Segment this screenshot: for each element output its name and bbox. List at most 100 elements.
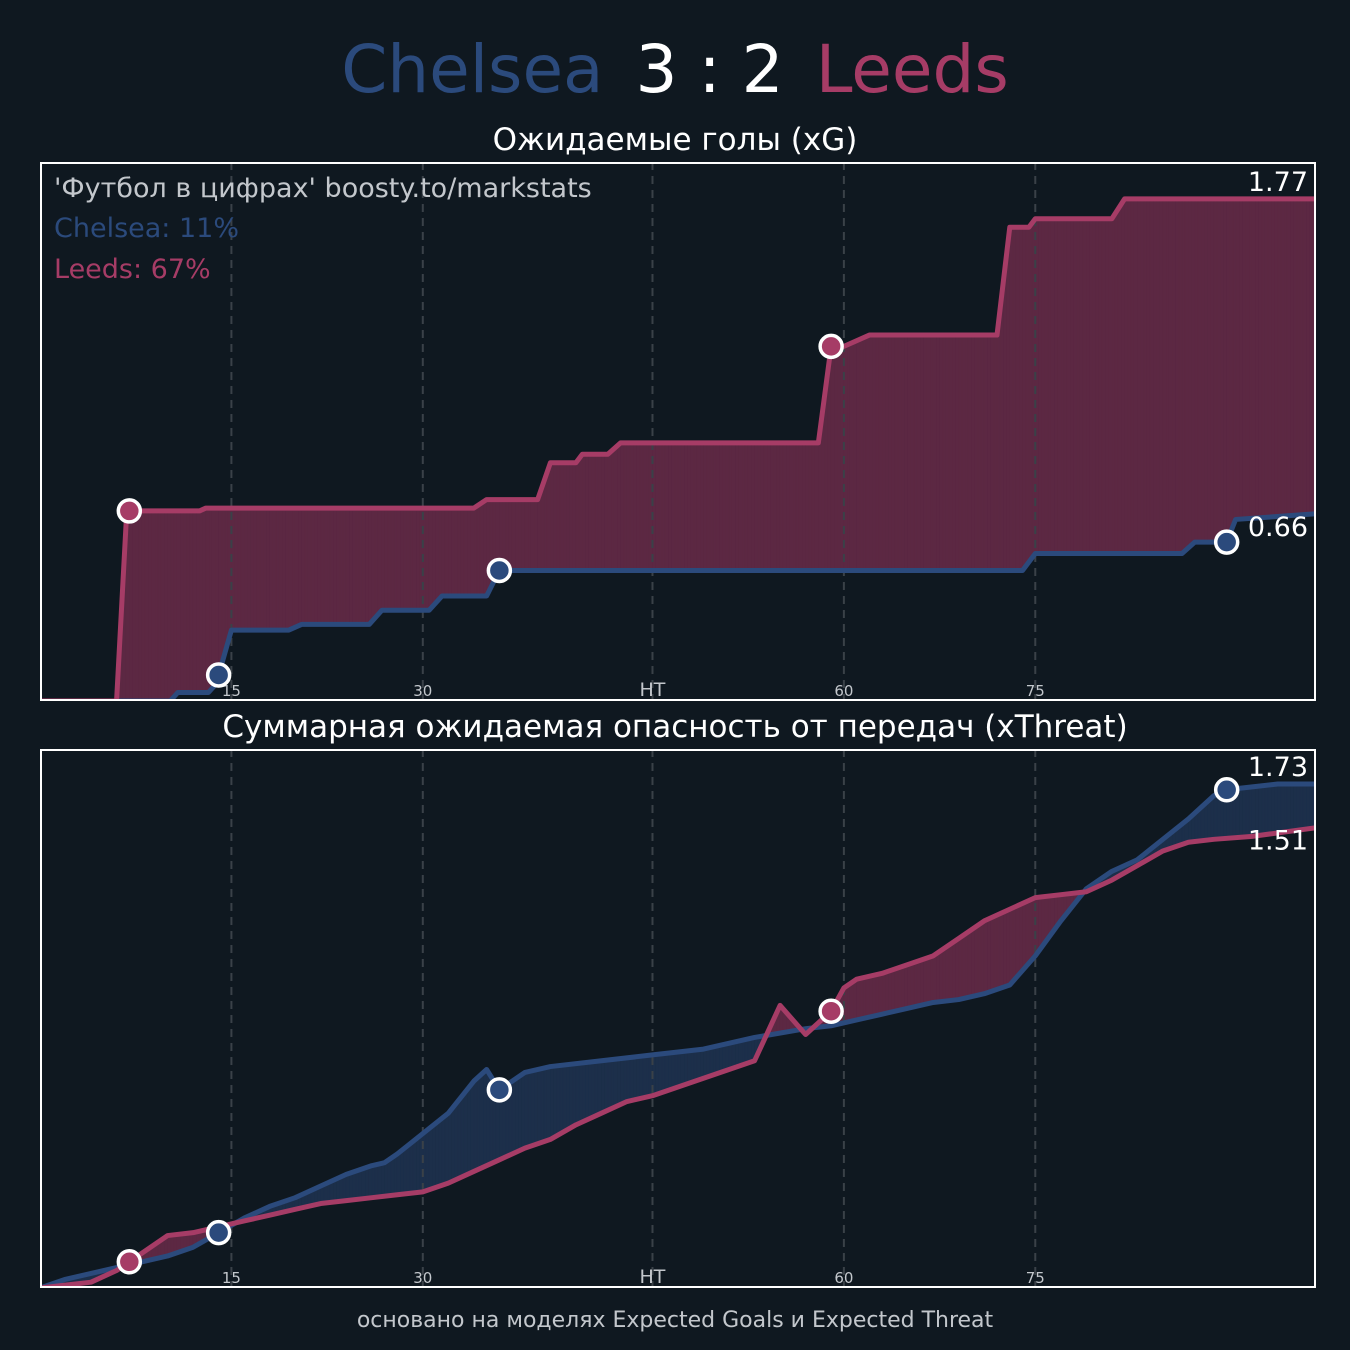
xt-fill-segment xyxy=(674,1051,679,1089)
xg-fill-segment xyxy=(189,510,194,693)
xt-fill-segment xyxy=(572,1063,577,1128)
xg-fill-segment xyxy=(515,499,519,571)
xg-fill-segment xyxy=(1248,198,1253,519)
xg-fill-segment xyxy=(1264,198,1269,518)
xt-fill-segment xyxy=(964,931,969,999)
xg-fill-segment xyxy=(926,334,931,571)
xg-fill-segment xyxy=(853,340,857,571)
watermark: 'Футбол в цифрах' boosty.to/markstats xyxy=(54,173,592,204)
xt-fill-segment xyxy=(859,977,864,1020)
xg-fill-segment xyxy=(597,453,602,571)
xg-fill-segment xyxy=(830,346,835,571)
xg-fill-segment xyxy=(1162,198,1167,554)
xg-fill-segment xyxy=(1089,218,1093,554)
xg-fill-segment xyxy=(645,442,650,571)
xg-fill-segment xyxy=(859,337,864,571)
xg-fill-segment xyxy=(897,334,902,571)
xg-fill-segment xyxy=(856,338,861,571)
xt-fill-segment xyxy=(601,1060,605,1114)
xg-fill-segment xyxy=(661,442,666,571)
xg-fill-segment xyxy=(1092,218,1097,554)
xg-fill-segment xyxy=(441,507,446,597)
xg-tick-label: 60 xyxy=(834,682,853,700)
xt-fill-segment xyxy=(352,1170,357,1201)
xg-fill-segment xyxy=(620,442,625,571)
xt-fill-segment xyxy=(687,1050,692,1085)
xt-fill-segment xyxy=(872,974,877,1017)
xg-fill-segment xyxy=(371,507,376,623)
xg-fill-segment xyxy=(1184,198,1189,552)
xg-fill-segment xyxy=(808,442,813,571)
xg-fill-segment xyxy=(958,334,963,571)
xg-fill-segment xyxy=(176,510,181,694)
xt-fill-segment xyxy=(878,972,883,1016)
xt-fill-segment xyxy=(444,1112,449,1185)
xt-fill-segment xyxy=(1022,901,1027,972)
xg-fill-segment xyxy=(1286,198,1291,517)
xg-fill-segment xyxy=(674,442,679,571)
xt-fill-segment xyxy=(741,1039,746,1066)
xt-fill-segment xyxy=(888,969,893,1014)
xg-fill-segment xyxy=(141,510,146,701)
xt-tick-label: 75 xyxy=(1026,1269,1045,1287)
xt-fill-segment xyxy=(617,1058,621,1107)
xt-fill-segment xyxy=(1207,797,1212,841)
xt-fill-segment xyxy=(342,1173,347,1202)
xg-fill-segment xyxy=(1003,254,1007,571)
xg-home-goal-marker xyxy=(486,557,513,584)
xg-series-home-line xyxy=(40,511,1316,701)
xg-fill-segment xyxy=(215,507,219,685)
xg-fill-segment xyxy=(1165,198,1170,554)
xg-fill-segment xyxy=(990,334,995,571)
xg-fill-segment xyxy=(1258,198,1263,519)
xt-fill-segment xyxy=(585,1061,589,1121)
xg-fill-segment xyxy=(987,334,991,571)
xg-fill-segment xyxy=(425,507,430,611)
xg-fill-segment xyxy=(1226,198,1231,543)
xg-fill-segment xyxy=(741,442,746,571)
xt-fill-segment xyxy=(515,1076,519,1153)
xt-fill-segment xyxy=(377,1163,382,1198)
xt-fill-segment xyxy=(559,1064,564,1135)
xg-fill-segment xyxy=(132,510,136,701)
xt-chart: 15 30 HT 60 75 1.73 1.51 xyxy=(40,749,1316,1288)
xt-chart-svg: 15 30 HT 60 75 1.73 1.51 xyxy=(40,749,1316,1288)
xg-fill-segment xyxy=(1073,218,1078,554)
xg-chart: 15 30 HT 60 75 0.66 1.77 'Футбол в цифрах' boo… xyxy=(40,162,1316,701)
xg-fill-segment xyxy=(1306,198,1310,515)
xg-fill-segment xyxy=(862,336,867,571)
xt-fill-segment xyxy=(993,914,998,991)
xg-fill-segment xyxy=(1172,198,1176,554)
xt-fill-segment xyxy=(901,965,905,1011)
xg-fill-segment xyxy=(913,334,918,571)
xg-fill-segment xyxy=(1255,198,1259,519)
xt-fill-segment xyxy=(910,961,915,1008)
xg-fill-segment xyxy=(629,442,634,571)
xt-fill-segment xyxy=(932,953,937,1003)
xg-fill-segment xyxy=(307,507,312,625)
xg-fill-segment xyxy=(1057,218,1062,554)
xg-fill-segment xyxy=(795,442,800,571)
xg-fill-segment xyxy=(263,507,267,631)
xt-frame xyxy=(40,749,1316,1288)
xg-fill-segment xyxy=(633,442,637,571)
xt-fill-segment xyxy=(709,1046,714,1077)
xg-tick-label: 15 xyxy=(222,682,241,700)
xg-fill-segment xyxy=(314,507,318,625)
xg-fill-segment xyxy=(687,442,692,571)
xt-fill-segment xyxy=(374,1163,379,1198)
xg-fill-segment xyxy=(460,507,465,597)
xg-fill-segment xyxy=(607,450,612,571)
xg-fill-segment xyxy=(323,507,328,625)
xg-fill-segment xyxy=(301,507,306,625)
xt-fill-segment xyxy=(483,1068,487,1168)
xt-fill-segment xyxy=(725,1042,730,1071)
xg-fill-segment xyxy=(1296,198,1301,516)
xt-chart-title: Суммарная ожидаемая опасность от передач… xyxy=(222,709,1128,745)
xt-fill-segment xyxy=(390,1155,395,1196)
xg-fill-segment xyxy=(250,507,255,631)
xt-fill-segment xyxy=(1028,898,1033,964)
xg-fill-segment xyxy=(798,442,803,571)
xg-fill-segment xyxy=(1299,198,1304,516)
xg-fill-segment xyxy=(342,507,347,625)
